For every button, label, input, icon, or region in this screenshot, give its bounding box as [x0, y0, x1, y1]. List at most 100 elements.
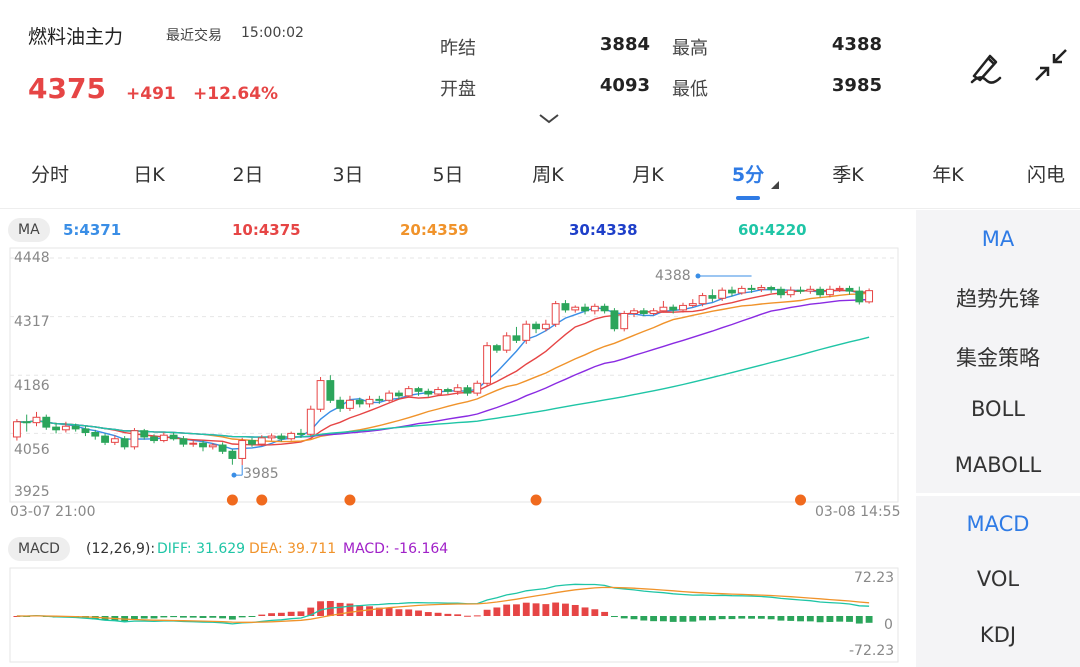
candle-body	[473, 382, 482, 394]
sidebar-item-ma[interactable]: MA	[981, 227, 1015, 251]
candle-body	[120, 438, 129, 448]
contract-name: 燃料油主力	[28, 26, 124, 48]
macd-histogram-bar	[650, 616, 658, 622]
y-tick-label: 4448	[14, 250, 50, 266]
candle-body	[375, 398, 384, 401]
tab-day-k[interactable]: 日K	[133, 164, 165, 186]
candle-body	[581, 306, 589, 312]
stat-value-open: 4093	[599, 75, 650, 96]
macd-histogram-bar	[160, 616, 168, 618]
stat-value-prev-settle: 3884	[599, 34, 650, 55]
tab-week-k[interactable]: 周K	[532, 164, 564, 186]
sidebar-item-vol[interactable]: VOL	[976, 567, 1020, 591]
candle-body	[767, 287, 776, 290]
candle-body	[179, 438, 188, 445]
sidebar-item-trend-pioneer[interactable]: 趋势先锋	[956, 287, 1040, 311]
macd-histogram-bar	[855, 616, 863, 624]
sidebar-item-macd[interactable]: MACD	[966, 512, 1030, 536]
candle-body	[561, 303, 570, 311]
candle-body	[796, 289, 805, 292]
macd-diff: DIFF: 31.629	[157, 541, 246, 557]
macd-histogram-bar	[571, 604, 579, 616]
macd-histogram-bar	[659, 616, 667, 622]
macd-histogram-bar	[258, 614, 266, 616]
tab-2-day[interactable]: 2日	[232, 164, 264, 186]
tab-5-min[interactable]: 5分	[731, 164, 765, 186]
collapse-icon[interactable]	[1032, 46, 1070, 84]
x-start-label: 03-07 21:00	[10, 504, 96, 520]
tab-year-k[interactable]: 年K	[932, 164, 964, 186]
macd-histogram-bar	[415, 610, 422, 616]
candle-body	[238, 440, 247, 459]
candle-body	[532, 323, 540, 330]
candle-body	[218, 444, 227, 452]
tab-3-day[interactable]: 3日	[332, 164, 364, 186]
macd-histogram-bar	[806, 616, 814, 622]
stat-label-high: 最高	[672, 38, 708, 59]
macd-histogram-bar	[228, 616, 236, 620]
candle-body	[571, 306, 580, 311]
stat-label-prev-settle: 昨结	[440, 38, 476, 59]
sidebar-item-gold-strategy[interactable]: 集金策略	[956, 346, 1040, 370]
candle-body	[101, 435, 109, 443]
macd-histogram-bar	[483, 609, 491, 616]
macd-histogram-bar	[238, 616, 246, 618]
chevron-down-icon[interactable]	[538, 112, 560, 124]
macd-histogram-bar	[140, 616, 148, 619]
candle-body	[42, 416, 51, 428]
y-tick-label: 4056	[14, 442, 50, 458]
tab-month-k[interactable]: 月K	[632, 164, 664, 186]
sidebar-item-kdj[interactable]: KDJ	[979, 623, 1017, 647]
ma10-line	[16, 289, 870, 446]
indicator-badge-ma[interactable]: MA	[8, 218, 50, 242]
candlestick-chart[interactable]	[0, 240, 916, 525]
candle-body	[747, 287, 756, 290]
macd-histogram-bar	[503, 604, 511, 616]
macd-histogram-bar	[689, 616, 697, 622]
macd-histogram-bar	[738, 616, 746, 619]
macd-histogram-bar	[787, 616, 795, 621]
macd-histogram-bar	[297, 611, 305, 616]
sidebar-item-maboll[interactable]: MABOLL	[954, 453, 1042, 477]
y-tick-label: 4186	[14, 378, 50, 394]
tab-quarter-k[interactable]: 季K	[832, 164, 864, 186]
macd-histogram-bar	[846, 616, 853, 622]
macd-histogram-bar	[454, 614, 462, 616]
candle-body	[453, 387, 462, 392]
indicator-badge-macd[interactable]: MACD	[8, 537, 70, 561]
candle-body	[336, 399, 345, 409]
candle-body	[835, 287, 844, 290]
macd-histogram-bar	[317, 601, 324, 616]
draw-pen-icon[interactable]	[966, 46, 1006, 86]
candle-body	[110, 438, 119, 443]
macd-histogram-bar	[581, 607, 589, 616]
candle-body	[326, 380, 335, 401]
stat-value-low: 3985	[831, 75, 882, 96]
macd-histogram-bar	[189, 616, 197, 618]
macd-histogram-bar	[542, 604, 550, 616]
candle-body	[512, 335, 521, 341]
trade-time: 15:00:02	[241, 25, 304, 41]
macd-histogram-bar	[718, 616, 726, 620]
macd-histogram-bar	[405, 609, 413, 616]
candle-body	[22, 421, 31, 424]
candle-body	[414, 388, 423, 392]
macd-histogram-bar	[532, 603, 540, 616]
signal-dot	[256, 494, 268, 506]
macd-histogram-bar	[640, 616, 648, 621]
candle-body	[737, 287, 746, 294]
macd-histogram-bar	[757, 616, 765, 619]
candle-body	[855, 290, 864, 303]
signal-dot	[344, 494, 356, 506]
candle-body	[199, 442, 207, 448]
macd-histogram-bar	[865, 616, 873, 623]
candle-body	[52, 426, 61, 431]
tab-flash[interactable]: 闪电	[1026, 164, 1066, 186]
macd-histogram-bar	[150, 616, 158, 619]
macd-histogram-bar	[199, 616, 207, 618]
candle-body	[228, 450, 237, 459]
tab-time-share[interactable]: 分时	[30, 164, 70, 186]
tab-5-day[interactable]: 5日	[432, 164, 464, 186]
macd-chart[interactable]	[0, 566, 916, 664]
sidebar-item-boll[interactable]: BOLL	[971, 397, 1025, 421]
